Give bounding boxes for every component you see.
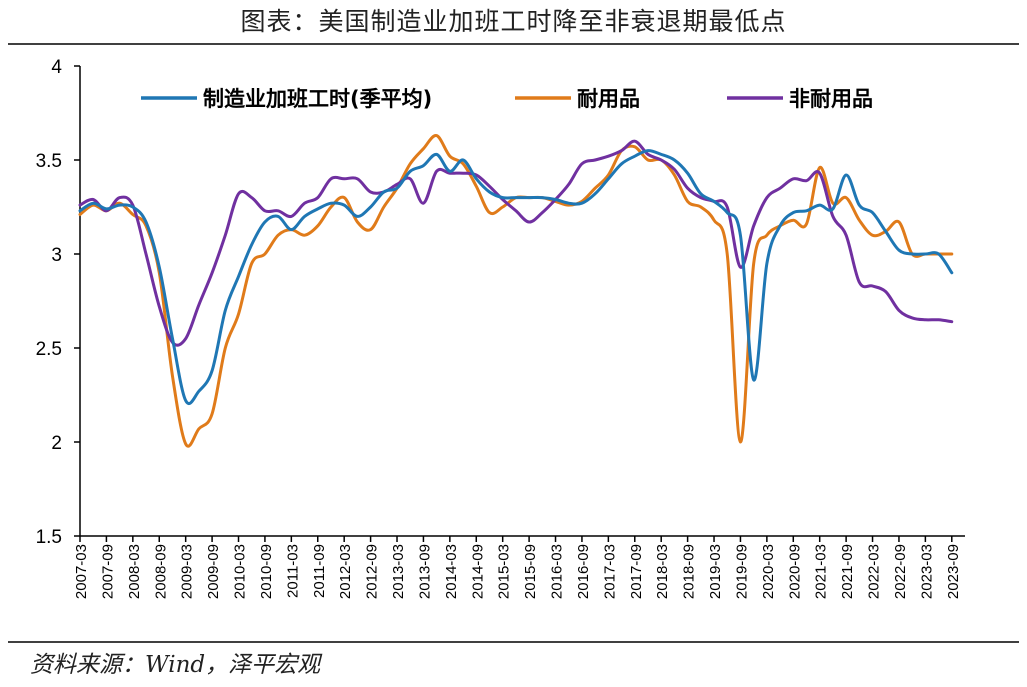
x-tick-label: 2015-03 [496, 544, 513, 599]
x-tick-label: 2016-03 [549, 544, 566, 599]
x-tick-label: 2020-03 [760, 544, 777, 599]
x-tick-label: 2020-09 [786, 544, 803, 599]
axes [74, 65, 965, 542]
x-tick-label: 2021-09 [839, 544, 856, 599]
x-tick-label: 2008-09 [152, 544, 169, 599]
x-tick-label: 2008-03 [126, 544, 143, 599]
y-tick-label: 3 [51, 245, 62, 266]
series-line-2 [78, 134, 954, 448]
x-tick-label: 2022-03 [866, 544, 883, 599]
title-divider [8, 43, 1019, 45]
x-tick-label: 2023-09 [945, 544, 962, 599]
y-tick-label: 4 [51, 57, 62, 78]
x-tick-label: 2011-03 [284, 544, 301, 598]
series-lines [78, 134, 954, 448]
legend: 制造业加班工时(季平均) 耐用品 非耐用品 [141, 87, 873, 111]
x-tick-label: 2013-03 [390, 544, 407, 599]
tick-labels: 1.5 2 2.5 3 3.5 4 2007-03 2007-09 2008-03 2008-09… [36, 57, 962, 599]
x-tick-label: 2018-09 [681, 544, 698, 599]
y-tick-label: 2.5 [36, 339, 62, 360]
x-tick-label: 2012-09 [364, 544, 381, 599]
x-tick-label: 2022-09 [892, 544, 909, 599]
y-tick-label: 2 [51, 433, 62, 454]
x-tick-label: 2014-03 [443, 544, 460, 599]
chart-title: 图表：美国制造业加班工时降至非衰退期最低点 [240, 7, 787, 36]
series-line-3 [78, 139, 954, 347]
x-tick-label: 2015-09 [522, 544, 539, 599]
legend-label-1: 制造业加班工时(季平均) [203, 87, 432, 111]
x-tick-label: 2017-09 [628, 544, 645, 599]
x-tick-label: 2010-03 [232, 544, 249, 599]
x-tick-label: 2007-09 [99, 544, 116, 599]
x-tick-label: 2019-09 [733, 544, 750, 599]
legend-label-2: 耐用品 [577, 87, 640, 111]
footer-divider [8, 641, 1019, 643]
x-tick-label: 2014-09 [469, 544, 486, 599]
x-tick-label: 2019-03 [707, 544, 724, 599]
x-tick-label: 2012-03 [337, 544, 354, 599]
legend-label-3: 非耐用品 [789, 87, 873, 111]
x-tick-label: 2021-03 [813, 544, 830, 599]
series-line-1 [78, 149, 954, 406]
x-tick-label: 2007-03 [73, 544, 90, 599]
x-tick-label: 2018-03 [654, 544, 671, 599]
y-tick-label: 3.5 [36, 151, 62, 172]
x-tick-label: 2010-09 [258, 544, 275, 599]
y-tick-label: 1.5 [36, 527, 62, 548]
x-tick-label: 2013-09 [416, 544, 433, 599]
x-tick-label: 2009-03 [179, 544, 196, 599]
x-tick-label: 2016-09 [575, 544, 592, 599]
x-tick-label: 2017-03 [601, 544, 618, 599]
x-tick-label: 2023-03 [918, 544, 935, 599]
source-note: 资料来源：Wind，泽平宏观 [30, 652, 321, 678]
x-tick-label: 2011-09 [311, 544, 328, 598]
x-tick-label: 2009-09 [205, 544, 222, 599]
